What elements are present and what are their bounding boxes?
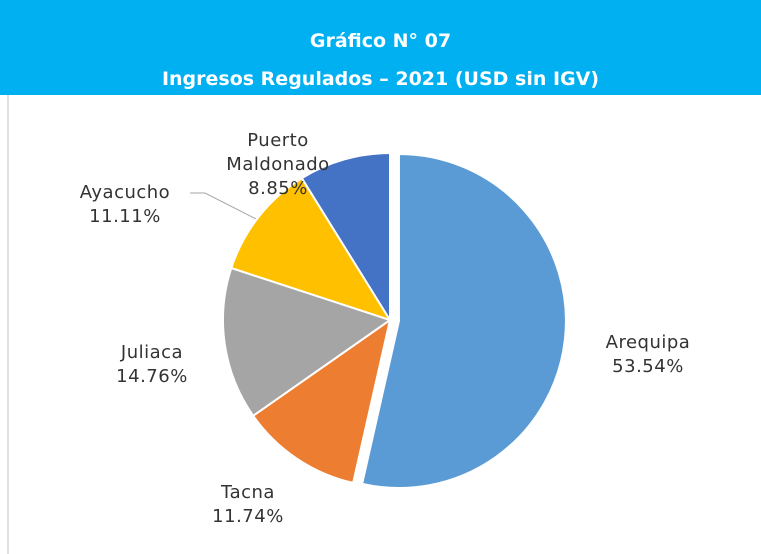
pie-slice — [251, 317, 392, 485]
slice-category: Puerto Maldonado — [226, 130, 330, 175]
slice-value: 11.74% — [212, 506, 284, 527]
pie-slice — [230, 176, 393, 322]
slice-label: Arequipa 53.54% — [573, 331, 723, 379]
slice-label: Juliaca 14.76% — [77, 341, 227, 389]
pie-slice — [300, 151, 391, 324]
chart-subtitle: Ingresos Regulados – 2021 (USD sin IGV) — [161, 68, 600, 90]
leader-line — [190, 192, 259, 221]
pie-slice — [360, 152, 567, 489]
slice-category: Juliaca — [120, 342, 184, 363]
header-band — [0, 0, 761, 95]
slice-value: 14.76% — [116, 366, 188, 387]
slice-category: Tacna — [221, 482, 275, 503]
slice-label: Ayacucho 11.11% — [50, 181, 200, 229]
slice-value: 11.11% — [89, 206, 161, 227]
pie-slice — [222, 266, 393, 418]
chart-title: Gráfico N° 07 — [309, 30, 452, 52]
slice-label: Tacna 11.74% — [173, 481, 323, 529]
slice-category: Arequipa — [605, 332, 691, 353]
slice-category: Ayacucho — [79, 182, 171, 203]
slice-label: Puerto Maldonado 8.85% — [218, 129, 338, 201]
slice-value: 8.85% — [248, 178, 308, 199]
slice-value: 53.54% — [612, 356, 684, 377]
